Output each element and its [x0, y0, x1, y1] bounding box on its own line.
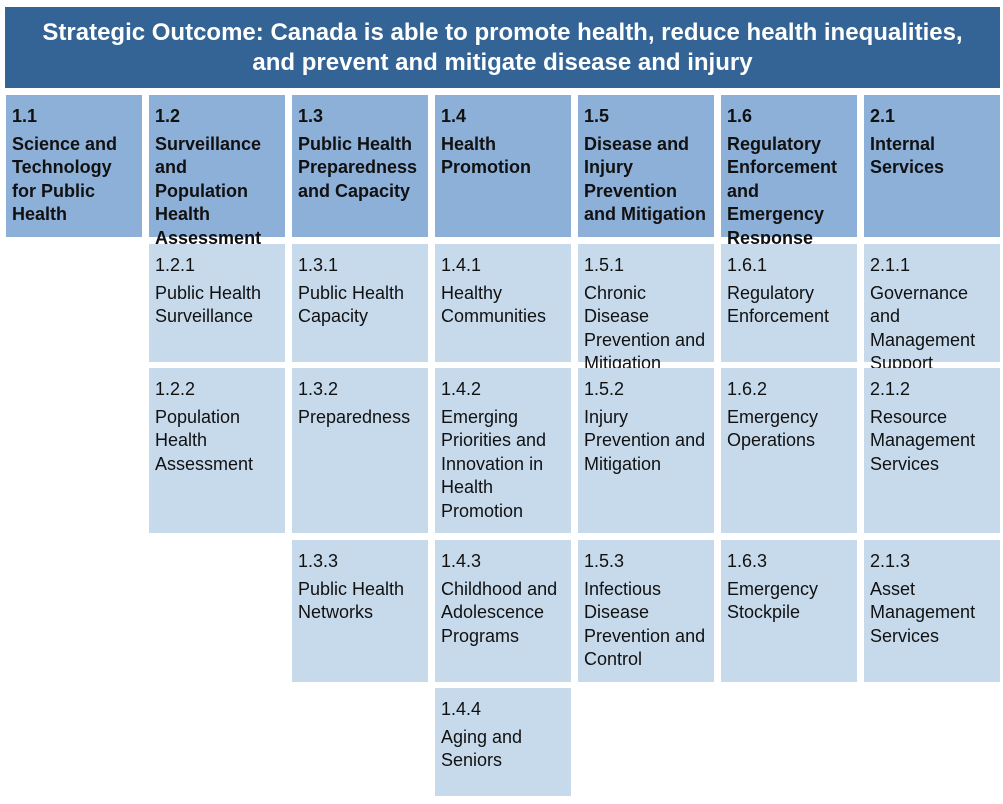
subprogram-1-2-1: 1.2.1 Public Health Surveillance — [149, 244, 285, 362]
subprogram-number: 1.6.2 — [727, 379, 768, 399]
subprogram-label: Childhood and Adolescence Programs — [441, 578, 558, 646]
subprogram-label: Healthy Communities — [441, 282, 547, 327]
subprogram-1-4-1: 1.4.1 Healthy Communities — [435, 244, 571, 362]
subprogram-label: Aging and Seniors — [441, 726, 523, 771]
subprogram-label: Preparedness — [298, 406, 411, 427]
program-1-4: 1.4 Health Promotion — [435, 95, 571, 237]
subprogram-1-4-4: 1.4.4 Aging and Seniors — [435, 688, 571, 796]
subprogram-1-5-2: 1.5.2 Injury Prevention and Mitigation — [578, 368, 714, 533]
subprogram-number: 1.6.3 — [727, 551, 768, 571]
subprogram-label: Regulatory Enforcement — [727, 282, 830, 327]
program-label: Public Health Preparedness and Capacity — [298, 133, 418, 201]
subprogram-number: 1.2.2 — [155, 379, 196, 399]
subprogram-1-3-1: 1.3.1 Public Health Capacity — [292, 244, 428, 362]
subprogram-number: 2.1.2 — [870, 379, 911, 399]
subprogram-number: 1.4.2 — [441, 379, 482, 399]
subprogram-1-3-3: 1.3.3 Public Health Networks — [292, 540, 428, 682]
program-2-1: 2.1 Internal Services — [864, 95, 1000, 237]
program-number: 1.4 — [441, 106, 467, 126]
program-number: 1.3 — [298, 106, 324, 126]
strategic-outcome-banner: Strategic Outcome: Canada is able to pro… — [5, 7, 1000, 88]
subprogram-label: Resource Management Services — [870, 406, 976, 474]
subprogram-number: 1.5.2 — [584, 379, 625, 399]
subprogram-number: 1.2.1 — [155, 255, 196, 275]
subprogram-2-1-1: 2.1.1 Governance and Management Support — [864, 244, 1000, 373]
program-1-1: 1.1 Science and Technology for Public He… — [6, 95, 142, 237]
subprogram-label: Emergency Stockpile — [727, 578, 819, 623]
subprogram-number: 1.6.1 — [727, 255, 768, 275]
program-number: 2.1 — [870, 106, 896, 126]
subprogram-1-5-1: 1.5.1 Chronic Disease Prevention and Mit… — [578, 244, 714, 373]
subprogram-number: 1.5.1 — [584, 255, 625, 275]
banner-line-2: and prevent and mitigate disease and inj… — [252, 48, 753, 76]
subprogram-1-6-3: 1.6.3 Emergency Stockpile — [721, 540, 857, 682]
subprogram-label: Governance and Management Support — [870, 282, 976, 374]
program-label: Surveillance and Population Health Asses… — [155, 133, 262, 248]
program-label: Regulatory Enforcement and Emergency Res… — [727, 133, 838, 248]
subprogram-number: 1.4.3 — [441, 551, 482, 571]
subprogram-number: 1.4.4 — [441, 699, 482, 719]
subprogram-1-6-2: 1.6.2 Emergency Operations — [721, 368, 857, 533]
subprogram-number: 1.4.1 — [441, 255, 482, 275]
subprogram-1-3-2: 1.3.2 Preparedness — [292, 368, 428, 533]
subprogram-label: Infectious Disease Prevention and Contro… — [584, 578, 706, 670]
subprogram-number: 1.3.1 — [298, 255, 339, 275]
banner-line-1: Strategic Outcome: Canada is able to pro… — [42, 18, 963, 46]
subprogram-2-1-3: 2.1.3 Asset Management Services — [864, 540, 1000, 682]
subprogram-label: Asset Management Services — [870, 578, 976, 646]
subprogram-1-4-2: 1.4.2 Emerging Priorities and Innovation… — [435, 368, 571, 533]
program-1-3: 1.3 Public Health Preparedness and Capac… — [292, 95, 428, 237]
program-label: Disease and Injury Prevention and Mitiga… — [584, 133, 706, 225]
subprogram-number: 1.3.3 — [298, 551, 339, 571]
program-1-6: 1.6 Regulatory Enforcement and Emergency… — [721, 95, 857, 248]
subprogram-number: 1.3.2 — [298, 379, 339, 399]
subprogram-1-2-2: 1.2.2 Population Health Assessment — [149, 368, 285, 533]
program-label: Health Promotion — [441, 133, 531, 178]
subprogram-1-6-1: 1.6.1 Regulatory Enforcement — [721, 244, 857, 362]
program-number: 1.6 — [727, 106, 753, 126]
subprogram-label: Population Health Assessment — [155, 406, 254, 474]
subprogram-label: Emerging Priorities and Innovation in He… — [441, 406, 547, 521]
program-label: Internal Services — [870, 133, 945, 178]
subprogram-2-1-2: 2.1.2 Resource Management Services — [864, 368, 1000, 533]
program-number: 1.1 — [12, 106, 38, 126]
program-1-2: 1.2 Surveillance and Population Health A… — [149, 95, 285, 248]
subprogram-label: Chronic Disease Prevention and Mitigatio… — [584, 282, 706, 374]
subprogram-number: 2.1.1 — [870, 255, 911, 275]
subprogram-label: Public Health Capacity — [298, 282, 405, 327]
subprogram-label: Emergency Operations — [727, 406, 819, 451]
subprogram-label: Public Health Networks — [298, 578, 405, 623]
subprogram-label: Injury Prevention and Mitigation — [584, 406, 706, 474]
program-1-5: 1.5 Disease and Injury Prevention and Mi… — [578, 95, 714, 237]
subprogram-number: 2.1.3 — [870, 551, 911, 571]
program-number: 1.2 — [155, 106, 181, 126]
subprogram-number: 1.5.3 — [584, 551, 625, 571]
program-number: 1.5 — [584, 106, 610, 126]
program-label: Science and Technology for Public Health — [12, 133, 118, 225]
subprogram-label: Public Health Surveillance — [155, 282, 262, 327]
subprogram-1-5-3: 1.5.3 Infectious Disease Prevention and … — [578, 540, 714, 682]
subprogram-1-4-3: 1.4.3 Childhood and Adolescence Programs — [435, 540, 571, 682]
